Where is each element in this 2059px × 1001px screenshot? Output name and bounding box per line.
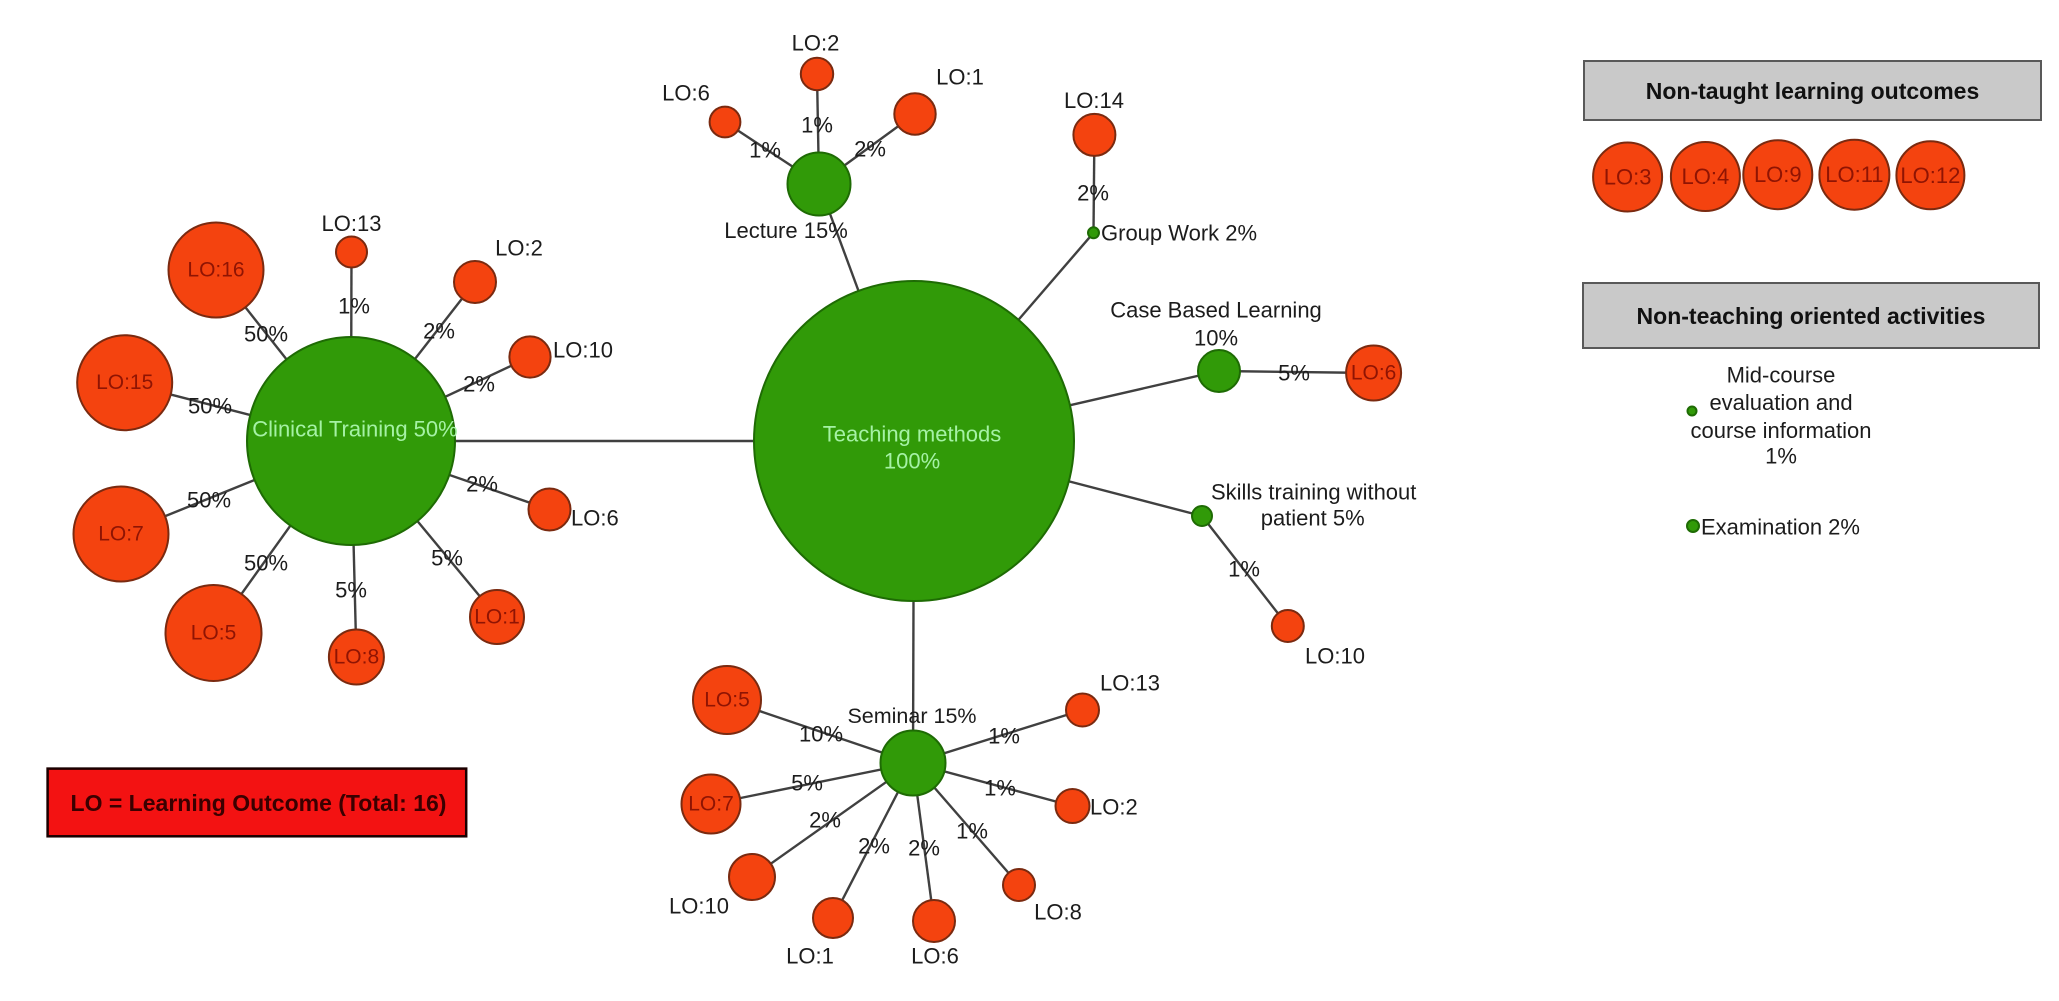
svg-text:2%: 2% <box>463 372 495 397</box>
svg-text:evaluation and: evaluation and <box>1709 390 1852 415</box>
svg-text:2%: 2% <box>1077 181 1109 206</box>
svg-text:Examination 2%: Examination 2% <box>1701 515 1860 540</box>
svg-text:LO:8: LO:8 <box>1034 900 1082 925</box>
svg-text:Case Based Learning: Case Based Learning <box>1110 298 1322 323</box>
svg-text:LO:4: LO:4 <box>1682 164 1730 189</box>
svg-text:LO:12: LO:12 <box>1900 163 1960 188</box>
svg-text:LO:10: LO:10 <box>669 894 729 919</box>
svg-text:LO:5: LO:5 <box>704 689 750 712</box>
svg-text:2%: 2% <box>858 834 890 859</box>
svg-text:1%: 1% <box>801 113 833 138</box>
svg-text:Lecture 15%: Lecture 15% <box>724 218 848 243</box>
svg-text:100%: 100% <box>884 449 940 474</box>
svg-text:LO:1: LO:1 <box>474 606 520 629</box>
svg-text:50%: 50% <box>187 488 231 513</box>
svg-text:Skills training without: Skills training without <box>1211 480 1416 505</box>
svg-text:1%: 1% <box>988 724 1020 749</box>
svg-text:Clinical Training 50%: Clinical Training 50% <box>252 417 457 442</box>
svg-text:1%: 1% <box>984 776 1016 801</box>
svg-text:LO:2: LO:2 <box>495 236 543 261</box>
svg-text:LO = Learning Outcome (Total:: LO = Learning Outcome (Total: 16) <box>71 790 447 816</box>
svg-text:LO:3: LO:3 <box>1604 165 1652 190</box>
svg-text:2%: 2% <box>466 472 498 497</box>
svg-text:LO:13: LO:13 <box>1100 671 1160 696</box>
svg-text:LO:2: LO:2 <box>1090 795 1138 820</box>
svg-text:LO:6: LO:6 <box>1351 362 1397 385</box>
svg-text:LO:13: LO:13 <box>322 211 382 236</box>
svg-text:1%: 1% <box>956 819 988 844</box>
svg-text:LO:8: LO:8 <box>334 646 380 669</box>
svg-text:1%: 1% <box>1228 557 1260 582</box>
svg-text:LO:15: LO:15 <box>96 371 153 394</box>
svg-text:50%: 50% <box>244 322 288 347</box>
svg-text:LO:6: LO:6 <box>911 944 959 969</box>
svg-text:5%: 5% <box>1278 361 1310 386</box>
svg-text:1%: 1% <box>338 294 370 319</box>
svg-text:patient 5%: patient 5% <box>1261 506 1365 531</box>
svg-text:LO:1: LO:1 <box>786 944 834 969</box>
svg-text:Teaching methods: Teaching methods <box>823 422 1002 447</box>
svg-text:5%: 5% <box>791 771 823 796</box>
svg-text:2%: 2% <box>908 836 940 861</box>
svg-text:10%: 10% <box>799 722 843 747</box>
svg-text:2%: 2% <box>854 137 886 162</box>
svg-text:Non-taught learning outcomes: Non-taught learning outcomes <box>1646 78 1980 104</box>
svg-text:course information: course information <box>1691 418 1872 443</box>
svg-text:LO:6: LO:6 <box>662 81 710 106</box>
svg-text:LO:2: LO:2 <box>792 31 840 56</box>
svg-text:Mid-course: Mid-course <box>1727 363 1836 388</box>
svg-text:LO:10: LO:10 <box>1305 644 1365 669</box>
svg-text:LO:6: LO:6 <box>571 506 619 531</box>
svg-text:50%: 50% <box>244 551 288 576</box>
svg-text:LO:16: LO:16 <box>187 259 244 282</box>
svg-text:LO:9: LO:9 <box>1754 162 1802 187</box>
svg-text:Non-teaching oriented activiti: Non-teaching oriented activities <box>1637 303 1986 329</box>
svg-text:LO:7: LO:7 <box>688 793 734 816</box>
svg-text:2%: 2% <box>423 319 455 344</box>
svg-text:1%: 1% <box>1765 444 1797 469</box>
svg-text:Seminar 15%: Seminar 15% <box>847 704 976 728</box>
svg-text:Group Work 2%: Group Work 2% <box>1101 221 1257 246</box>
svg-text:LO:11: LO:11 <box>1825 162 1883 187</box>
svg-text:10%: 10% <box>1194 326 1238 351</box>
svg-text:LO:5: LO:5 <box>191 622 237 645</box>
svg-text:2%: 2% <box>809 808 841 833</box>
svg-text:LO:14: LO:14 <box>1064 88 1124 113</box>
svg-text:LO:7: LO:7 <box>98 523 144 546</box>
svg-text:LO:1: LO:1 <box>936 65 984 90</box>
svg-text:5%: 5% <box>335 578 367 603</box>
svg-text:LO:10: LO:10 <box>553 338 613 363</box>
svg-text:1%: 1% <box>749 138 781 163</box>
svg-text:50%: 50% <box>188 394 232 419</box>
svg-text:5%: 5% <box>431 546 463 571</box>
